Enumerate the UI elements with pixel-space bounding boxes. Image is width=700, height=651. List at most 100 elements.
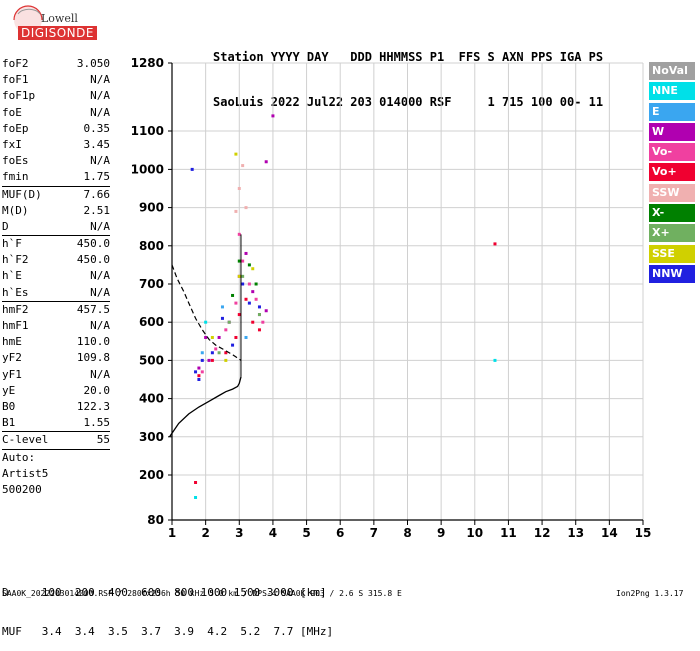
legend-item-x-: X- [649,204,695,223]
param-value: 457.5 [76,302,110,316]
param-name: hmF1 [2,319,29,332]
data-point [264,309,268,313]
data-point [493,242,497,246]
param-value: 3.45 [83,137,111,151]
param-row: foF1 N/A [0,72,112,88]
param-row: Artist5 [0,466,112,482]
param-value: 2.51 [83,203,111,217]
param-name: yF1 [2,367,22,381]
legend-item-noval: NoVal [649,62,695,80]
data-point [220,316,224,320]
param-value: 20.0 [83,383,111,397]
param-name: B1 [2,416,16,430]
file-info-footer: SAA0K_2022203014000.RSF / 280fx256h 50 k… [2,589,402,598]
x-tick-label: 5 [302,526,310,540]
param-name: h`F [2,237,22,251]
param-value: 450.0 [76,237,110,251]
param-name: M(D) [2,203,29,217]
param-separator [2,431,110,433]
muf-dashed-curve [171,264,242,361]
data-point [194,370,198,374]
data-point [237,187,241,190]
legend-item-vo-: Vo+ [649,163,695,182]
param-name: C-level [2,433,49,447]
x-tick-label: 11 [500,526,517,540]
param-name: h`E [2,269,22,283]
x-tick-label: 7 [370,526,378,540]
data-point [224,351,228,355]
data-point [224,358,228,362]
legend-item-ssw: SSW [649,183,695,202]
data-point [234,335,238,339]
data-point [204,320,208,324]
param-row: yF2 109.8 [0,350,112,366]
muf-distance-row: D 100 200 400 600 800 1000 1500 3000 [km… [2,586,327,599]
param-value: N/A [90,89,110,103]
param-name: fmin [2,170,29,184]
param-value: N/A [90,269,110,283]
param-name: hmF2 [2,302,29,316]
param-row: foF1p N/A [0,88,112,104]
data-point [257,328,261,332]
y-tick-label: 80 [147,513,164,527]
param-name: hmE [2,335,22,349]
data-point [237,259,241,263]
x-tick-label: 10 [466,526,483,540]
data-point [210,351,214,355]
data-point [200,358,204,362]
param-value: N/A [90,154,110,168]
param-separator [2,448,110,450]
param-name: foF1 [2,73,29,87]
data-point [190,167,194,171]
param-row: foEp 0.35 [0,121,112,137]
param-row: yF1 N/A [0,367,112,383]
y-tick-label: 900 [139,201,164,215]
param-value: N/A [90,105,110,119]
param-name: foEp [2,121,29,135]
data-point [257,305,261,309]
data-point [234,301,238,305]
param-row: hmF2 457.5 [0,302,112,318]
header-values: SaoLuis 2022 Jul22 203 014000 RSF 1 715 … [213,95,604,109]
electron-density-profile [169,376,242,438]
muf-table: D 100 200 400 600 800 1000 1500 3000 [km… [2,560,333,651]
param-value: 450.0 [76,253,110,267]
data-point [237,274,241,278]
data-point [261,320,265,324]
param-row: h`Es N/A [0,285,112,301]
data-point [237,232,241,236]
param-row: C-level 55 [0,432,112,448]
param-value: 55 [96,433,110,447]
data-point [197,374,201,378]
param-value: N/A [90,285,110,299]
param-row: B0 122.3 [0,399,112,415]
data-point [241,164,245,168]
x-tick-label: 2 [201,526,209,540]
param-row: foEs N/A [0,153,112,169]
legend-item-sse: SSE [649,244,695,263]
param-separator [2,185,110,187]
legend-item-e: E [649,102,695,121]
param-value: 110.0 [76,335,110,349]
param-row: D N/A [0,219,112,235]
param-name: h`Es [2,285,29,299]
param-name: foF1p [2,89,36,103]
data-point [224,328,228,332]
x-tick-label: 8 [403,526,411,540]
y-tick-label: 1280 [131,56,164,70]
data-point [207,358,211,362]
y-tick-label: 600 [139,315,164,329]
data-point [257,313,261,317]
param-name: 500200 [2,482,42,496]
data-point [220,305,224,309]
param-name: foEs [2,154,29,168]
data-point [244,297,248,301]
y-tick-label: 700 [139,277,164,291]
x-tick-label: 6 [336,526,344,540]
x-tick-label: 14 [601,526,618,540]
data-point [200,370,204,374]
param-row: fmin 1.75 [0,169,112,185]
legend-item-x-: X+ [649,224,695,243]
data-point [251,320,255,324]
data-point [234,209,238,213]
